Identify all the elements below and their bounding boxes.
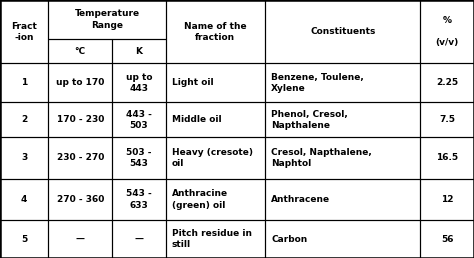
Text: Benzene, Toulene,
Xylene: Benzene, Toulene, Xylene: [271, 72, 364, 93]
Text: %

(v/v): % (v/v): [436, 16, 459, 47]
Bar: [420, 137, 474, 179]
Bar: [48, 39, 112, 63]
Text: Cresol, Napthalene,
Naphtol: Cresol, Napthalene, Naphtol: [271, 148, 372, 168]
Bar: [112, 137, 165, 179]
Text: 1: 1: [21, 78, 27, 87]
Bar: [165, 102, 265, 137]
Text: Temperature
Range: Temperature Range: [74, 10, 140, 29]
Text: °C: °C: [75, 46, 86, 55]
Bar: [420, 63, 474, 102]
Text: K: K: [136, 46, 142, 55]
Bar: [265, 137, 420, 179]
Text: Middle oil: Middle oil: [172, 115, 221, 124]
Bar: [165, 0, 265, 63]
Text: 3: 3: [21, 154, 27, 162]
Bar: [48, 179, 112, 220]
Bar: [265, 63, 420, 102]
Bar: [165, 137, 265, 179]
Text: 503 -
543: 503 - 543: [126, 148, 152, 168]
Text: 2.25: 2.25: [436, 78, 458, 87]
Bar: [112, 39, 165, 63]
Text: 170 - 230: 170 - 230: [56, 115, 104, 124]
Text: Light oil: Light oil: [172, 78, 213, 87]
Text: Pitch residue in
still: Pitch residue in still: [172, 229, 252, 249]
Bar: [265, 102, 420, 137]
Bar: [48, 137, 112, 179]
Text: 543 -
633: 543 - 633: [126, 189, 152, 209]
Bar: [112, 220, 165, 258]
Text: 2: 2: [21, 115, 27, 124]
Bar: [420, 179, 474, 220]
Bar: [0, 220, 48, 258]
Bar: [0, 63, 48, 102]
Bar: [165, 220, 265, 258]
Bar: [0, 179, 48, 220]
Text: Heavy (cresote)
oil: Heavy (cresote) oil: [172, 148, 253, 168]
Bar: [0, 102, 48, 137]
Bar: [112, 102, 165, 137]
Text: 443 -
503: 443 - 503: [126, 110, 152, 130]
Bar: [265, 0, 420, 63]
Text: 270 - 360: 270 - 360: [56, 195, 104, 204]
Text: 4: 4: [21, 195, 27, 204]
Text: Constituents: Constituents: [310, 27, 375, 36]
Text: Carbon: Carbon: [271, 235, 308, 244]
Bar: [165, 63, 265, 102]
Bar: [112, 179, 165, 220]
Bar: [48, 220, 112, 258]
Text: Phenol, Cresol,
Napthalene: Phenol, Cresol, Napthalene: [271, 110, 348, 130]
Bar: [420, 220, 474, 258]
Text: —: —: [135, 235, 144, 244]
Bar: [165, 179, 265, 220]
Text: Fract
-ion: Fract -ion: [11, 21, 37, 42]
Bar: [265, 179, 420, 220]
Text: 230 - 270: 230 - 270: [56, 154, 104, 162]
Text: —: —: [76, 235, 85, 244]
Text: up to 170: up to 170: [56, 78, 104, 87]
Text: Anthracene: Anthracene: [271, 195, 330, 204]
Text: up to
443: up to 443: [126, 72, 152, 93]
Text: 5: 5: [21, 235, 27, 244]
Bar: [0, 0, 48, 63]
Bar: [112, 63, 165, 102]
Bar: [420, 0, 474, 63]
Text: Anthracine
(green) oil: Anthracine (green) oil: [172, 189, 228, 209]
Text: 12: 12: [441, 195, 454, 204]
Text: 7.5: 7.5: [439, 115, 455, 124]
Bar: [0, 137, 48, 179]
Bar: [48, 0, 165, 39]
Bar: [48, 63, 112, 102]
Text: 56: 56: [441, 235, 454, 244]
Bar: [420, 102, 474, 137]
Text: 16.5: 16.5: [436, 154, 458, 162]
Text: Name of the
fraction: Name of the fraction: [184, 21, 246, 42]
Bar: [48, 102, 112, 137]
Bar: [265, 220, 420, 258]
